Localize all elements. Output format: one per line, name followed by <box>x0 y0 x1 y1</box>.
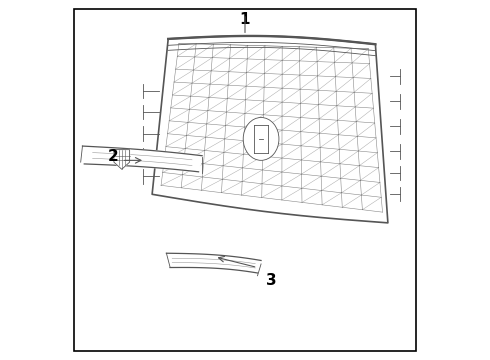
Polygon shape <box>82 146 202 172</box>
Polygon shape <box>167 253 261 273</box>
Polygon shape <box>114 150 130 169</box>
Text: 2: 2 <box>107 149 118 164</box>
Text: 3: 3 <box>267 273 277 288</box>
Text: 1: 1 <box>240 12 250 27</box>
Ellipse shape <box>243 117 279 160</box>
Polygon shape <box>152 36 388 223</box>
